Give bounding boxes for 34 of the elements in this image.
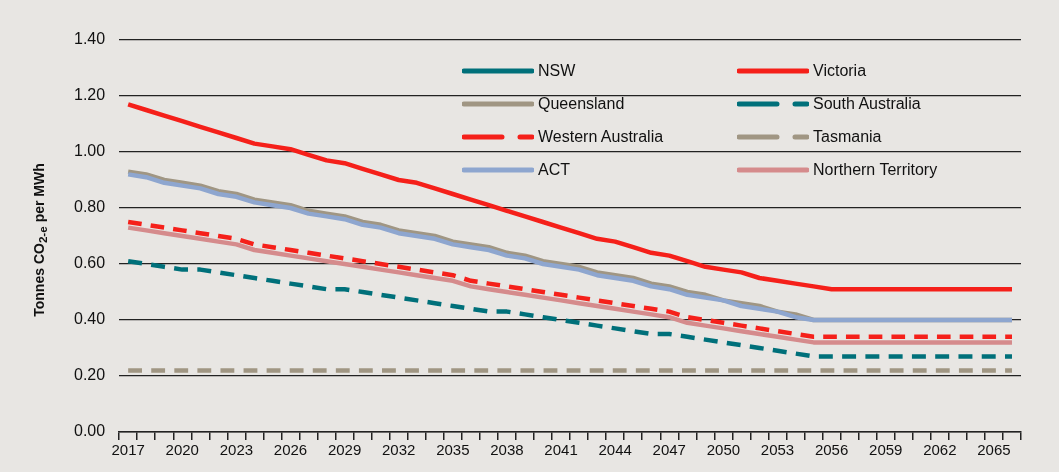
x-tick-label: 2020 [165,441,199,459]
legend-label: South Australia [813,95,921,113]
legend-label: ACT [538,161,570,179]
y-tick-label: 1.00 [74,142,106,160]
legend-label: Western Australia [538,128,664,146]
legend-label: Tasmania [813,128,882,146]
y-tick-label: 0.80 [74,198,106,216]
legend-label: Northern Territory [813,161,938,179]
x-tick-label: 2053 [760,441,795,459]
legend-label: Victoria [813,62,867,80]
line-series [125,258,1015,359]
x-tick-label: 2041 [544,441,578,459]
legend-label: NSW [538,62,576,80]
x-tick-label: 2035 [436,441,470,459]
x-tick-label: 2029 [327,441,362,459]
x-tick-label: 2059 [869,441,903,459]
y-tick-label: 1.40 [74,30,106,48]
y-tick-label: 0.60 [74,254,106,272]
x-tick-label: 2038 [490,441,524,459]
x-tick-label: 2056 [814,441,849,459]
x-tick-label: 2062 [923,441,957,459]
y-tick-label: 1.20 [74,86,106,104]
x-tick-label: 2032 [382,441,416,459]
y-tick-label: 0.00 [74,422,106,440]
x-tick-label: 2047 [652,441,686,459]
legend-label: Queensland [538,95,625,113]
x-tick-label: 2044 [598,441,632,459]
y-tick-label: 0.40 [74,310,106,328]
x-tick-label: 2050 [706,441,741,459]
x-tick-label: 2023 [219,441,254,459]
x-tick-label: 2017 [111,441,145,459]
x-tick-label: 2065 [977,441,1011,459]
y-tick-label: 0.20 [74,366,106,384]
x-tick-label: 2026 [273,441,308,459]
